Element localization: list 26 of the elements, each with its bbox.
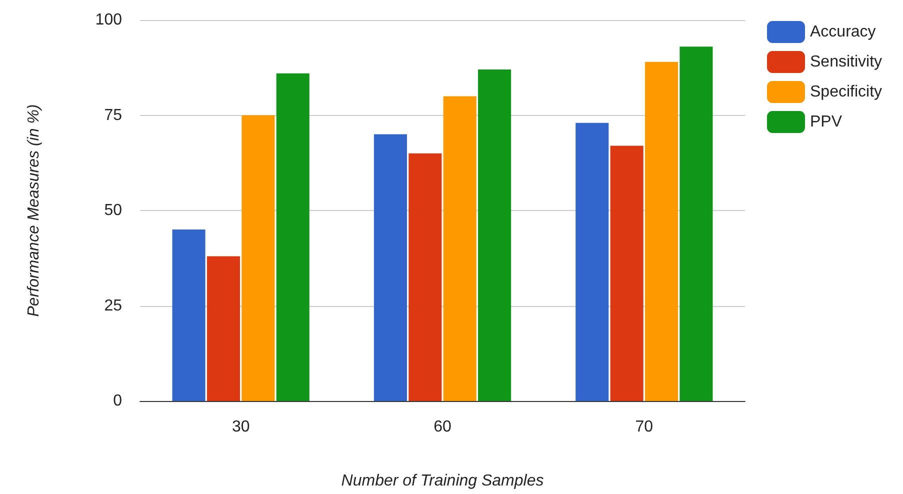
bar [610,146,644,401]
bar [644,62,678,401]
bar [276,73,310,401]
bar [172,230,206,401]
bar [408,153,442,401]
y-tick-label: 25 [104,297,122,314]
bar [374,134,407,401]
legend-label: Specificity [810,84,882,100]
bar [443,96,476,401]
bar [478,70,512,401]
bar [242,115,275,401]
x-tick-label: 60 [434,418,452,436]
x-tick-label: 30 [232,418,250,436]
y-axis-title: Performance Measures (in %) [26,104,42,317]
legend-label: Sensitivity [810,54,882,70]
legend-label: PPV [810,114,842,130]
y-tick-label: 50 [104,202,122,219]
y-tick-label: 100 [95,12,122,28]
bar [576,122,609,401]
legend-label: Accuracy [810,24,876,40]
y-tick-label: 75 [104,106,122,124]
bar [206,256,240,401]
x-axis-title: Number of Training Samples [341,472,544,490]
y-tick-label: 0 [113,392,122,410]
bar [680,46,713,401]
x-tick-label: 70 [635,418,654,436]
